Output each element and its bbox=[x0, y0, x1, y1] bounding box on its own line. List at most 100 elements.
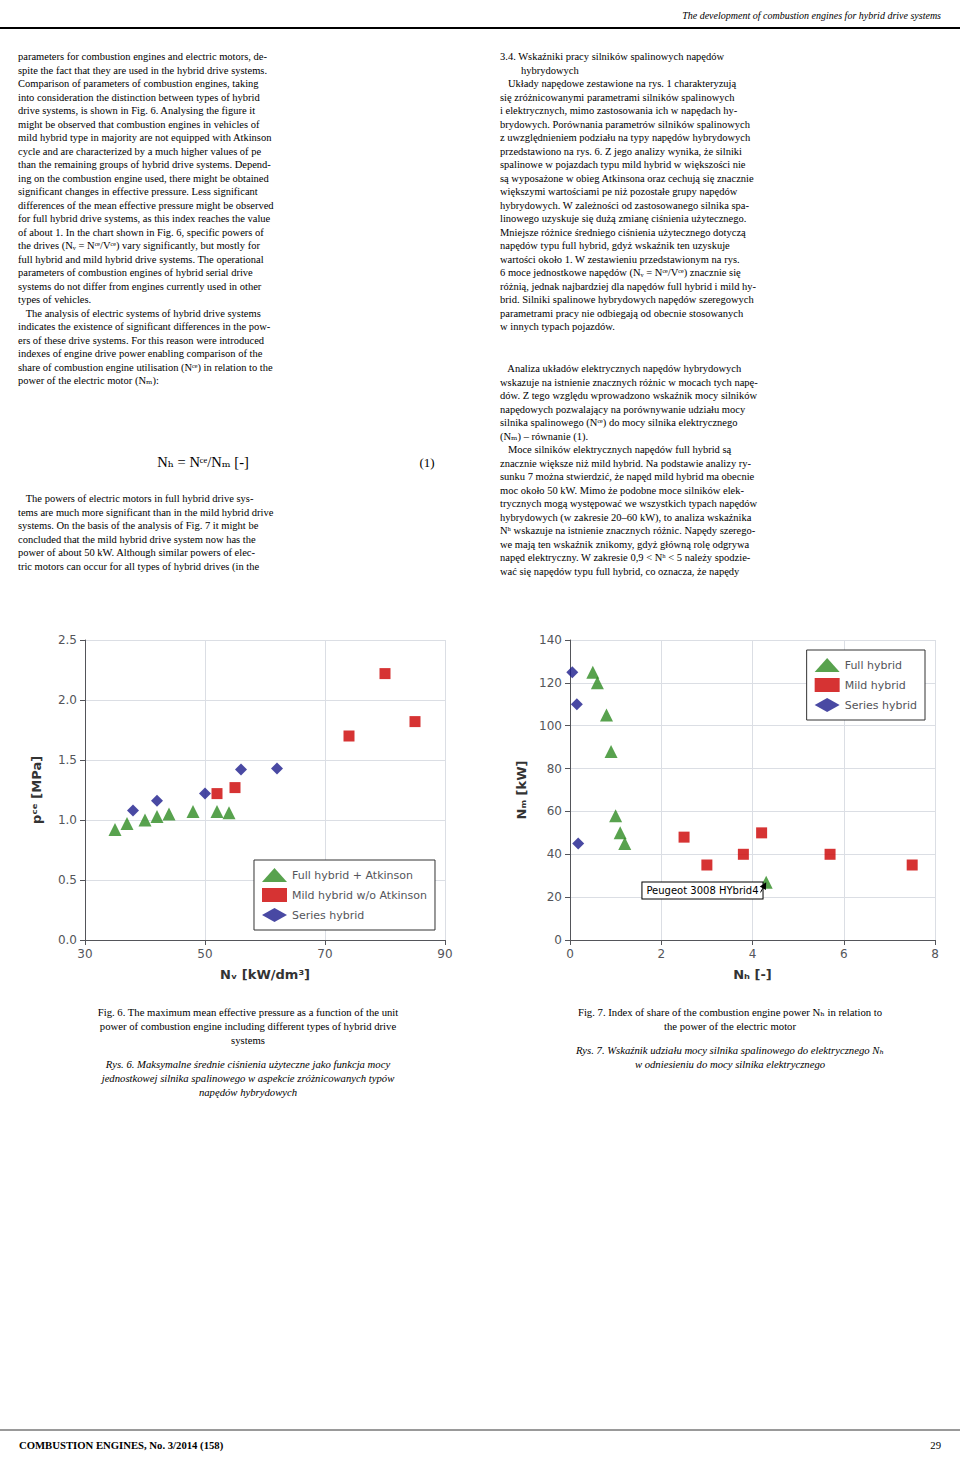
svg-text:30: 30 bbox=[77, 947, 92, 961]
svg-text:significant changes in effecti: significant changes in effective pressur… bbox=[18, 186, 258, 197]
svg-text:brid. Silniki spalinowe hybryd: brid. Silniki spalinowe hybrydowych napę… bbox=[500, 294, 754, 305]
svg-text:Nₘ [kW]: Nₘ [kW] bbox=[514, 761, 529, 820]
svg-text:większymi wartościami pe niż p: większymi wartościami pe niż pozostałe g… bbox=[500, 186, 738, 197]
svg-text:spite the fact that they are u: spite the fact that they are used in the… bbox=[18, 65, 267, 76]
svg-text:share of combustion engine uti: share of combustion engine utilisation (… bbox=[18, 362, 273, 374]
svg-text:dów. Z tego względu wprowadzon: dów. Z tego względu wprowadzono wskaźnik… bbox=[500, 390, 758, 401]
svg-text:70: 70 bbox=[317, 947, 332, 961]
svg-text:29: 29 bbox=[930, 1439, 941, 1451]
svg-text:4: 4 bbox=[749, 947, 757, 961]
svg-text:Mild hybrid: Mild hybrid bbox=[845, 679, 906, 692]
svg-text:ers of these drive systems. Fo: ers of these drive systems. For this rea… bbox=[18, 335, 265, 346]
svg-text:Mniejsze różnice średniego ciś: Mniejsze różnice średniego ciśnienia uży… bbox=[500, 227, 746, 238]
svg-text:ing on the combustion engine u: ing on the combustion engine used, there… bbox=[18, 173, 270, 184]
svg-text:indexes of engine drive power: indexes of engine drive power enabling c… bbox=[18, 348, 263, 359]
svg-text:są wyposażone w obieg Atkinson: są wyposażone w obieg Atkinsona oraz cec… bbox=[500, 173, 754, 184]
svg-text:spalinowe w pojazdach typu mil: spalinowe w pojazdach typu mild hybrid w… bbox=[500, 159, 746, 170]
svg-text:Fig. 6. The maximum mean effec: Fig. 6. The maximum mean effective press… bbox=[98, 1006, 399, 1018]
svg-text:80: 80 bbox=[547, 762, 562, 776]
svg-text:the drives (Nᵥ = Nᶜᵉ/Vᶜᵉ) vary: the drives (Nᵥ = Nᶜᵉ/Vᶜᵉ) vary significa… bbox=[18, 240, 260, 252]
svg-text:systems: systems bbox=[231, 1034, 265, 1046]
svg-text:power of the electric motor (N: power of the electric motor (Nₘ): bbox=[18, 375, 159, 387]
svg-text:The development of combustion: The development of combustion engines fo… bbox=[682, 10, 941, 21]
svg-text:różnią, jednak najbardziej dla: różnią, jednak najbardziej dla napędów f… bbox=[500, 281, 757, 292]
svg-text:we mają ten wskaźnik znikomy,: we mają ten wskaźnik znikomy, gdyż główn… bbox=[500, 539, 750, 550]
svg-text:napędowych pozwalający na poró: napędowych pozwalający na porównywanie u… bbox=[500, 404, 746, 415]
svg-text:indicates the existence of sig: indicates the existence of significant d… bbox=[18, 321, 271, 332]
svg-text:wartości około 1. W zestawieni: wartości około 1. W zestawieniu przedsta… bbox=[500, 254, 740, 265]
svg-text:concluded that the mild hybrid: concluded that the mild hybrid drive sys… bbox=[18, 534, 256, 545]
svg-text:hybrydowych: hybrydowych bbox=[500, 65, 579, 76]
svg-text:jednostkowej silnika spalinowe: jednostkowej silnika spalinowego w aspek… bbox=[100, 1072, 396, 1084]
svg-text:parameters of combustion engin: parameters of combustion engines of hybr… bbox=[18, 267, 253, 278]
svg-text:the power of the electric moto: the power of the electric motor bbox=[664, 1020, 796, 1032]
svg-text:Układy napędowe zestawione na: Układy napędowe zestawione na rys. 1 cha… bbox=[500, 78, 736, 89]
svg-text:power of about 50 kW. Although: power of about 50 kW. Although similar p… bbox=[18, 547, 255, 558]
svg-text:Full hybrid: Full hybrid bbox=[845, 659, 902, 672]
svg-text:COMBUSTION ENGINES, No. 3/2014: COMBUSTION ENGINES, No. 3/2014 (158) bbox=[19, 1439, 224, 1452]
svg-text:90: 90 bbox=[437, 947, 452, 961]
svg-text:mild hybrid type in majority a: mild hybrid type in majority are not equ… bbox=[18, 132, 272, 143]
svg-text:Nʰ wskazuje na istnienie znacz: Nʰ wskazuje na istnienie znacznych różni… bbox=[500, 525, 756, 536]
svg-text:3.4. Wskaźniki pracy silników: 3.4. Wskaźniki pracy silników spalinowyc… bbox=[500, 51, 724, 62]
svg-text:brydowych. Porównania parametr: brydowych. Porównania parametrów silnikó… bbox=[500, 119, 751, 130]
svg-text:2.0: 2.0 bbox=[58, 693, 77, 707]
svg-text:trycznych mogą występować we w: trycznych mogą występować we wszystkich … bbox=[500, 498, 758, 509]
svg-text:50: 50 bbox=[197, 947, 212, 961]
svg-text:1.5: 1.5 bbox=[58, 753, 77, 767]
svg-text:Series hybrid: Series hybrid bbox=[292, 909, 364, 922]
svg-text:100: 100 bbox=[539, 719, 562, 733]
svg-text:hybrydowych. W zależności od z: hybrydowych. W zależności od zastosowane… bbox=[500, 200, 749, 211]
svg-text:w odniesieniu do mocy silnika: w odniesieniu do mocy silnika elektryczn… bbox=[635, 1058, 826, 1070]
svg-text:140: 140 bbox=[539, 633, 562, 647]
svg-text:20: 20 bbox=[547, 890, 562, 904]
svg-text:linowego uzyskuje się dużą zmi: linowego uzyskuje się dużą zmianę ciśnie… bbox=[500, 213, 746, 224]
svg-text:into consideration the distinc: into consideration the distinction betwe… bbox=[18, 92, 260, 103]
svg-text:drive systems, is shown in Fig: drive systems, is shown in Fig. 6. Analy… bbox=[18, 105, 255, 116]
svg-text:i elektrycznych, mimo zastosow: i elektrycznych, mimo zastosowania ich w… bbox=[500, 105, 738, 116]
svg-text:się zróżnicowanymi parametrami: się zróżnicowanymi parametrami silników … bbox=[500, 92, 735, 103]
svg-text:z uwzględnieniem podziału na t: z uwzględnieniem podziału na typy napędó… bbox=[500, 132, 751, 143]
svg-text:8: 8 bbox=[931, 947, 939, 961]
svg-text:systems do not differ from eng: systems do not differ from engines curre… bbox=[18, 281, 262, 292]
svg-text:Nₕ [-]: Nₕ [-] bbox=[733, 967, 772, 982]
svg-text:0.5: 0.5 bbox=[58, 873, 77, 887]
svg-text:napędów typu full hybrid, gdyż: napędów typu full hybrid, gdyż wskaźnik … bbox=[500, 240, 730, 251]
svg-text:tric motors can occur for all: tric motors can occur for all types of h… bbox=[18, 561, 259, 573]
svg-text:Moce silników elektrycznych na: Moce silników elektrycznych napędów full… bbox=[500, 444, 732, 455]
svg-text:0: 0 bbox=[566, 947, 574, 961]
svg-text:(Nₘ) – równanie (1).: (Nₘ) – równanie (1). bbox=[500, 431, 588, 443]
svg-text:1.0: 1.0 bbox=[58, 813, 77, 827]
svg-text:6: 6 bbox=[840, 947, 848, 961]
svg-text:Full hybrid + Atkinson: Full hybrid + Atkinson bbox=[292, 869, 413, 882]
svg-text:(1): (1) bbox=[419, 455, 434, 470]
svg-text:Comparison of parameters of co: Comparison of parameters of combustion e… bbox=[18, 78, 259, 89]
svg-text:napędów hybrydowych: napędów hybrydowych bbox=[199, 1086, 297, 1098]
svg-text:systems. On the basis of the a: systems. On the basis of the analysis of… bbox=[18, 520, 259, 531]
svg-text:0: 0 bbox=[554, 933, 562, 947]
svg-text:Peugeot 3008 HYbrid4: Peugeot 3008 HYbrid4 bbox=[646, 885, 758, 896]
svg-text:Analiza układów elektrycznych: Analiza układów elektrycznych napędów hy… bbox=[500, 363, 742, 374]
svg-text:znacznie większe niż mild hybr: znacznie większe niż mild hybrid. Na pod… bbox=[500, 458, 752, 469]
svg-text:wskazuje na istnienie znacznyc: wskazuje na istnienie znacznych różnic w… bbox=[500, 377, 758, 388]
svg-text:cycle and are characterized by: cycle and are characterized by a much hi… bbox=[18, 146, 261, 157]
svg-text:przedstawiono na rys. 6. Z jeg: przedstawiono na rys. 6. Z jego analizy … bbox=[500, 146, 742, 157]
svg-text:Rys. 6. Maksymalne średnie ciś: Rys. 6. Maksymalne średnie ciśnienia uży… bbox=[105, 1058, 391, 1070]
svg-text:sunku 7 można stwierdzić, że n: sunku 7 można stwierdzić, że napęd mild … bbox=[500, 471, 755, 482]
svg-text:silnika spalinowego (Nᶜᵉ) do m: silnika spalinowego (Nᶜᵉ) do mocy silnik… bbox=[500, 417, 738, 429]
svg-text:types of vehicles.: types of vehicles. bbox=[18, 294, 91, 305]
svg-text:Series hybrid: Series hybrid bbox=[845, 699, 917, 712]
svg-text:Rys. 7. Wskaźnik udziału mocy: Rys. 7. Wskaźnik udziału mocy silnika sp… bbox=[575, 1044, 884, 1056]
svg-text:The analysis of electric syste: The analysis of electric systems of hybr… bbox=[18, 308, 261, 319]
svg-text:40: 40 bbox=[547, 847, 562, 861]
svg-text:parametrami pracy nie odbiegaj: parametrami pracy nie odbiegają od obecn… bbox=[500, 308, 744, 319]
svg-text:than the remaining groups of h: than the remaining groups of hybrid driv… bbox=[18, 159, 271, 170]
svg-text:60: 60 bbox=[547, 804, 562, 818]
svg-text:differences of the mean effect: differences of the mean effective pressu… bbox=[18, 200, 274, 211]
svg-text:of about 1. In the chart shown: of about 1. In the chart shown in Fig. 6… bbox=[18, 227, 264, 238]
svg-text:6 moce jednostkowe napędów (Nᵥ: 6 moce jednostkowe napędów (Nᵥ = Nᶜᵉ/Vᶜᵉ… bbox=[500, 267, 741, 279]
svg-text:w innych typach pojazdów.: w innych typach pojazdów. bbox=[500, 321, 615, 332]
svg-text:for full hybrid drive systems,: for full hybrid drive systems, as this i… bbox=[18, 213, 271, 224]
svg-text:2: 2 bbox=[657, 947, 665, 961]
svg-text:Fig. 7. Index of share of the: Fig. 7. Index of share of the combustion… bbox=[578, 1006, 882, 1018]
